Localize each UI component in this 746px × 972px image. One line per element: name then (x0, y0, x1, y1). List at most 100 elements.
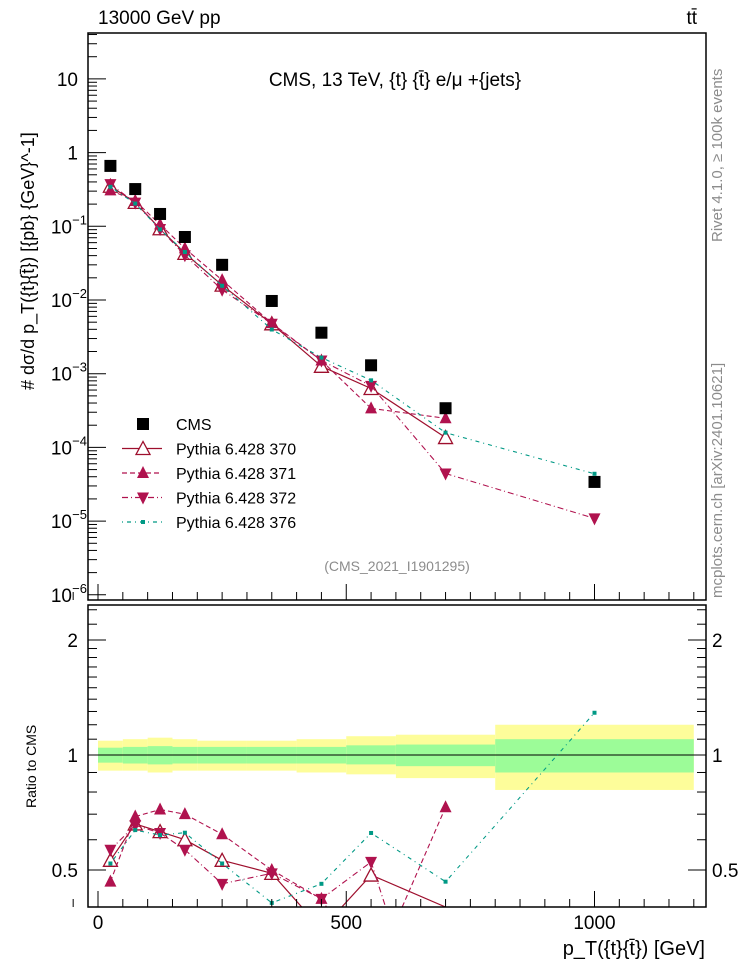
ratio-point-pythia-6-428-376 (158, 833, 163, 838)
ratio-point-pythia-6-428-372 (129, 820, 142, 833)
legend: CMS Pythia 6.428 370 Pythia 6.428 371 Pythi… (122, 417, 296, 532)
data-point-pythia-6-428-376 (592, 471, 597, 476)
data-point-pythia-6-428-372 (588, 513, 601, 526)
data-point-cms (365, 359, 378, 372)
ratio-point-pythia-6-428-372 (178, 844, 191, 857)
ratio-tick-label-right: 2 (712, 631, 723, 652)
y-tick-exponent: −4 (72, 433, 87, 448)
data-point-cms (588, 475, 601, 488)
legend-marker-pythia-6-428-370 (134, 440, 152, 456)
ratio-point-pythia-6-428-376 (369, 830, 374, 835)
process-label: tt̄ (686, 8, 697, 29)
series-line-pythia-6-428-371 (110, 189, 446, 419)
legend-label-pythia-6-428-370: Pythia 6.428 370 (176, 442, 296, 459)
y-tick-label: 10−2 (51, 286, 87, 312)
data-point-pythia-6-428-372 (365, 380, 378, 393)
y-tick-exponent: −3 (72, 360, 87, 375)
legend-label-cms: CMS (176, 417, 212, 434)
energy-label: 13000 GeV pp (98, 8, 221, 29)
ratio-point-pythia-6-428-371 (178, 807, 191, 820)
data-point-cms (315, 326, 328, 339)
data-point-cms (154, 207, 167, 220)
legend-marker-pythia-6-428-376 (141, 520, 145, 524)
ratio-point-pythia-6-428-376 (592, 710, 597, 715)
ratio-tick-label: 1 (67, 746, 78, 767)
legend-marker-pythia-6-428-371 (137, 466, 149, 478)
data-point-pythia-6-428-371 (365, 401, 378, 414)
ratio-point-pythia-6-428-371 (439, 800, 452, 813)
ratio-uncertainty-bands (98, 724, 694, 790)
y-tick-label: 10−1 (51, 212, 87, 238)
ratio-point-pythia-6-428-372 (216, 878, 229, 891)
ratio-point-pythia-6-428-371 (154, 802, 167, 815)
ratio-point-pythia-6-428-372 (104, 844, 117, 857)
data-point-pythia-6-428-372 (178, 250, 191, 263)
y-tick-label: 1 (67, 144, 78, 165)
y-tick-label: 10−3 (51, 360, 87, 386)
data-point-pythia-6-428-376 (220, 283, 225, 288)
ratio-point-pythia-6-428-371 (216, 827, 229, 840)
legend-marker-pythia-6-428-372 (137, 492, 149, 505)
ratio-tick-label-right: 0.5 (712, 861, 738, 882)
data-point-pythia-6-428-372 (439, 468, 452, 481)
y-tick-label: 10−6 (51, 581, 87, 607)
ratio-point-pythia-6-428-370 (214, 851, 231, 867)
y-tick-exponent: −1 (72, 212, 87, 227)
ratio-tick-label-right: 1 (712, 746, 723, 767)
ratio-point-pythia-6-428-370 (102, 851, 119, 867)
series-line-pythia-6-428-372 (110, 183, 595, 519)
ratio-point-pythia-6-428-372 (365, 856, 378, 869)
ratio-line-pythia-6-428-372 (110, 824, 387, 907)
ratio-line-pythia-6-428-370 (109, 823, 446, 907)
main-plot-frame (87, 32, 707, 601)
data-point-pythia-6-428-371 (216, 273, 229, 286)
ratio-point-pythia-6-428-371 (104, 874, 117, 887)
analysis-watermark: (CMS_2021_I1901295) (324, 558, 470, 574)
axes: 0 500 1000 10 1 10−1 10−2 10−3 10−4 10−5 10−6 2 2 1 1 0… (51, 34, 738, 934)
plot-title: CMS, 13 TeV, {t} {t̄} e/μ +{jets} (269, 70, 521, 91)
ratio-line-pythia-6-428-371 (109, 806, 447, 907)
data-point-cms (129, 183, 142, 196)
data-point-pythia-6-428-372 (216, 284, 229, 297)
data-point-pythia-6-428-376 (269, 327, 274, 332)
ratio-y-axis-label: Ratio to CMS (23, 725, 39, 808)
ratio-point-pythia-6-428-376 (220, 861, 225, 866)
ratio-point-pythia-6-428-376 (443, 879, 448, 884)
data-point-cms (104, 159, 117, 172)
legend-label-pythia-6-428-372: Pythia 6.428 372 (176, 491, 296, 508)
y-axis-label: # dσ/d p_T({t}{t̄}) [{pb} {GeV}^-1] (18, 132, 39, 390)
data-point-pythia-6-428-376 (158, 227, 163, 232)
x-tick-label: 0 (93, 913, 104, 934)
y-tick-exponent: −2 (72, 286, 87, 301)
y-tick-label: 10 (57, 70, 78, 91)
ratio-line-pythia-6-428-376 (109, 712, 595, 904)
data-point-cms (439, 402, 452, 415)
legend-label-pythia-6-428-376: Pythia 6.428 376 (176, 515, 296, 532)
data-point-cms (265, 294, 278, 307)
data-point-pythia-6-428-376 (319, 355, 324, 360)
y-tick-exponent: −5 (72, 507, 87, 522)
ratio-plot-frame (87, 604, 707, 908)
mcplots-label: mcplots.cern.ch [arXiv:2401.10621] (709, 363, 726, 598)
ratio-point-pythia-6-428-376 (319, 881, 324, 886)
ratio-point-pythia-6-428-376 (108, 861, 113, 866)
data-point-pythia-6-428-376 (443, 430, 448, 435)
x-tick-label: 1000 (573, 913, 615, 934)
data-point-pythia-6-428-376 (108, 184, 113, 189)
x-axis-label: p_T({t}{t̄}) [GeV] (563, 938, 705, 960)
ratio-point-pythia-6-428-376 (182, 830, 187, 835)
data-point-pythia-6-428-376 (369, 378, 374, 383)
y-tick-label: 10−5 (51, 507, 87, 533)
ratio-point-pythia-6-428-371 (129, 809, 142, 822)
data-point-pythia-6-428-371 (439, 411, 452, 424)
data-point-pythia-6-428-372 (315, 355, 328, 368)
x-tick-label: 500 (330, 913, 362, 934)
legend-label-pythia-6-428-371: Pythia 6.428 371 (176, 466, 296, 483)
data-point-pythia-6-428-372 (265, 318, 278, 331)
ratio-point-pythia-6-428-370 (362, 866, 380, 882)
data-point-pythia-6-428-376 (182, 249, 187, 254)
y-tick-label: 10−4 (51, 433, 87, 459)
ratio-point-pythia-6-428-376 (133, 828, 138, 833)
data-point-cms (216, 258, 229, 271)
